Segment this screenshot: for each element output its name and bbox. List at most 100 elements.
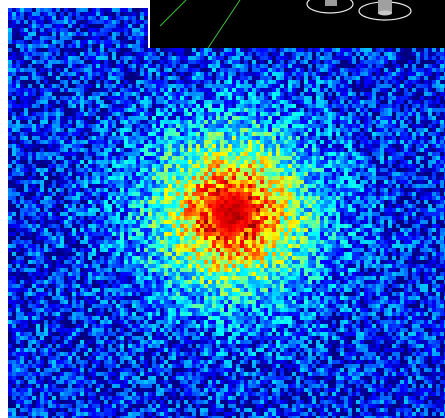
pixel: [412, 176, 416, 180]
pixel: [376, 152, 380, 156]
pixel: [44, 84, 48, 88]
pixel: [212, 120, 216, 124]
pixel: [236, 184, 240, 188]
pixel: [276, 88, 280, 92]
pixel: [328, 192, 332, 196]
pixel: [356, 76, 360, 80]
pixel: [408, 48, 412, 52]
pixel: [96, 160, 100, 164]
pixel: [156, 212, 160, 216]
pixel: [24, 132, 28, 136]
pixel: [224, 92, 228, 96]
pixel: [436, 184, 440, 188]
pixel: [232, 152, 236, 156]
pixel: [96, 212, 100, 216]
pixel: [380, 120, 384, 124]
pixel: [128, 84, 132, 88]
pixel: [332, 48, 336, 52]
pixel: [60, 88, 64, 92]
pixel: [232, 180, 236, 184]
pixel: [408, 200, 412, 204]
pixel: [68, 104, 72, 108]
pixel: [44, 32, 48, 36]
pixel: [284, 188, 288, 192]
pixel: [232, 104, 236, 108]
pixel: [436, 192, 440, 196]
pixel: [92, 192, 96, 196]
pixel: [116, 28, 120, 32]
pixel: [144, 28, 148, 32]
pixel: [20, 76, 24, 80]
pixel: [264, 124, 268, 128]
pixel: [148, 152, 152, 156]
pixel: [132, 128, 136, 132]
pixel: [160, 48, 164, 52]
pixel: [92, 132, 96, 136]
pixel: [36, 180, 40, 184]
pixel: [100, 108, 104, 112]
pixel: [380, 212, 384, 216]
pixel: [168, 172, 172, 176]
pixel: [52, 100, 56, 104]
pixel: [112, 52, 116, 56]
pixel: [136, 88, 140, 92]
pixel: [116, 204, 120, 208]
pixel: [216, 176, 220, 180]
pixel: [32, 68, 36, 72]
pixel: [224, 76, 228, 80]
pixel: [124, 160, 128, 164]
pixel: [304, 136, 308, 140]
pixel: [48, 12, 52, 16]
pixel: [432, 152, 436, 156]
pixel: [196, 192, 200, 196]
pixel: [264, 148, 268, 152]
pixel: [400, 128, 404, 132]
pixel: [368, 140, 372, 144]
pixel: [344, 160, 348, 164]
pixel: [416, 180, 420, 184]
pixel: [260, 168, 264, 172]
pixel: [164, 184, 168, 188]
pixel: [284, 140, 288, 144]
pixel: [416, 208, 420, 212]
pixel: [344, 176, 348, 180]
pixel: [152, 156, 156, 160]
pixel: [316, 124, 320, 128]
pixel: [120, 144, 124, 148]
pixel: [272, 108, 276, 112]
pixel: [152, 132, 156, 136]
pixel: [348, 56, 352, 60]
pixel: [432, 80, 436, 84]
pixel: [60, 28, 64, 32]
pixel: [112, 128, 116, 132]
pixel: [252, 160, 256, 164]
pixel: [156, 128, 160, 132]
pixel: [388, 180, 392, 184]
pixel: [372, 120, 376, 124]
pixel: [224, 152, 228, 156]
pixel: [376, 116, 380, 120]
pixel: [104, 216, 108, 220]
pixel: [28, 80, 32, 84]
pixel: [132, 44, 136, 48]
pixel: [332, 92, 336, 96]
pixel: [264, 144, 268, 148]
pixel: [128, 164, 132, 168]
pixel: [420, 196, 424, 200]
pixel: [144, 180, 148, 184]
pixel: [92, 168, 96, 172]
pixel: [40, 148, 44, 152]
pixel: [136, 188, 140, 192]
pixel: [232, 100, 236, 104]
pixel: [200, 80, 204, 84]
pixel: [60, 84, 64, 88]
pixel: [100, 152, 104, 156]
pixel: [376, 64, 380, 68]
pixel: [396, 64, 400, 68]
pixel: [224, 176, 228, 180]
pixel: [60, 52, 64, 56]
pixel: [144, 184, 148, 188]
pixel: [432, 72, 436, 76]
pixel: [272, 56, 276, 60]
pixel: [408, 180, 412, 184]
